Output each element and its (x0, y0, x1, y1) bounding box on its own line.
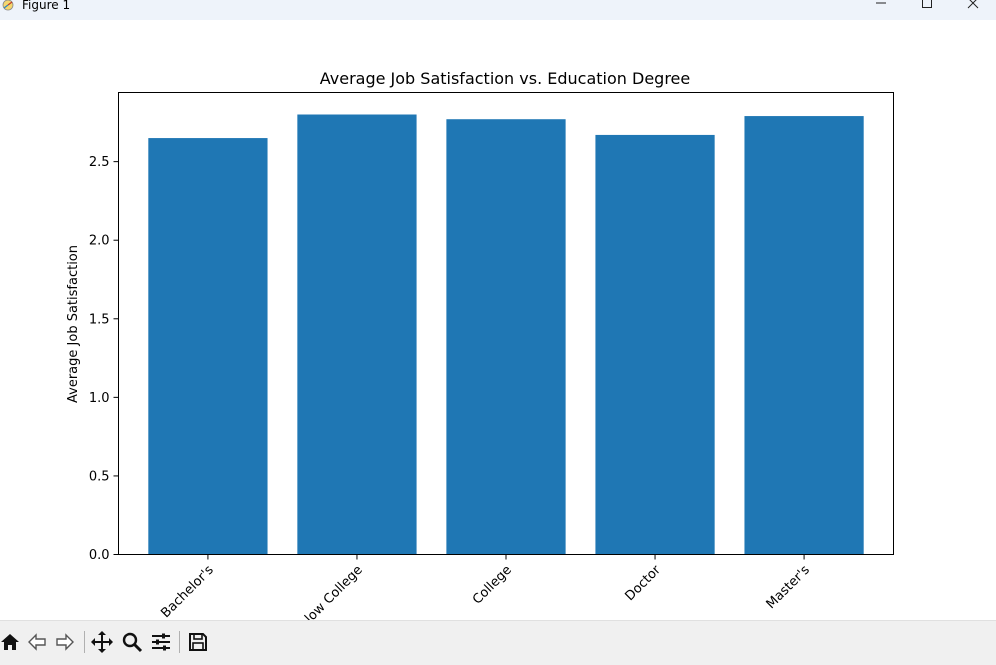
window-title: Figure 1 (22, 0, 71, 12)
bar (744, 116, 864, 555)
x-tick-label: Below College (290, 563, 365, 620)
y-tick-label: 0.0 (89, 548, 110, 563)
bar (148, 138, 268, 555)
save-button[interactable] (185, 629, 211, 655)
configure-subplots-icon (152, 633, 170, 651)
maximize-button[interactable] (904, 0, 950, 18)
bar (446, 119, 566, 555)
forward-button[interactable] (52, 629, 78, 655)
bar (595, 134, 715, 555)
y-axis-label: Average Job Satisfaction (66, 245, 81, 403)
figure-canvas: Average Job Satisfaction vs. Education D… (0, 20, 996, 620)
bars-group (148, 114, 864, 555)
save-icon (189, 633, 207, 651)
y-tick-label: 0.5 (89, 469, 110, 484)
window-titlebar: Figure 1 (0, 0, 996, 20)
x-tick-label: Master's (764, 563, 813, 612)
zoom-button[interactable] (119, 629, 145, 655)
taskbar-strip (0, 658, 996, 664)
y-tick-label: 1.5 (89, 312, 110, 327)
pan-icon (91, 631, 113, 653)
plot-frame (118, 92, 894, 555)
close-button[interactable] (950, 0, 996, 18)
zoom-icon (122, 632, 143, 653)
x-axis-ticks: Bachelor's Below College College Doctor Mast… (158, 554, 813, 620)
toolbar-separator (84, 631, 85, 653)
y-tick-label: 1.0 (89, 391, 110, 406)
home-icon (1, 634, 19, 650)
bar-chart: Average Job Satisfaction vs. Education D… (66, 69, 894, 620)
minimize-icon (876, 2, 886, 4)
navigation-toolbar (0, 620, 996, 665)
pan-button[interactable] (89, 629, 115, 655)
minimize-button[interactable] (858, 0, 904, 18)
y-axis-ticks: 0.0 0.5 1.0 1.5 2.0 2.5 (89, 155, 119, 563)
matplotlib-app-icon (2, 0, 14, 11)
bar (297, 114, 417, 555)
y-tick-label: 2.0 (89, 234, 110, 249)
x-tick-label: Doctor (622, 562, 664, 604)
configure-subplots-button[interactable] (148, 629, 174, 655)
chart-title: Average Job Satisfaction vs. Education D… (320, 69, 690, 88)
window-controls (858, 0, 996, 18)
home-button[interactable] (0, 629, 23, 655)
forward-arrow-icon (56, 633, 74, 651)
x-tick-label: Bachelor's (158, 563, 217, 620)
x-tick-label: College (470, 563, 515, 608)
close-icon (967, 0, 979, 9)
toolbar-separator (179, 631, 180, 653)
back-button[interactable] (24, 629, 50, 655)
y-tick-label: 2.5 (89, 155, 110, 170)
back-arrow-icon (28, 633, 46, 651)
maximize-icon (922, 0, 932, 8)
